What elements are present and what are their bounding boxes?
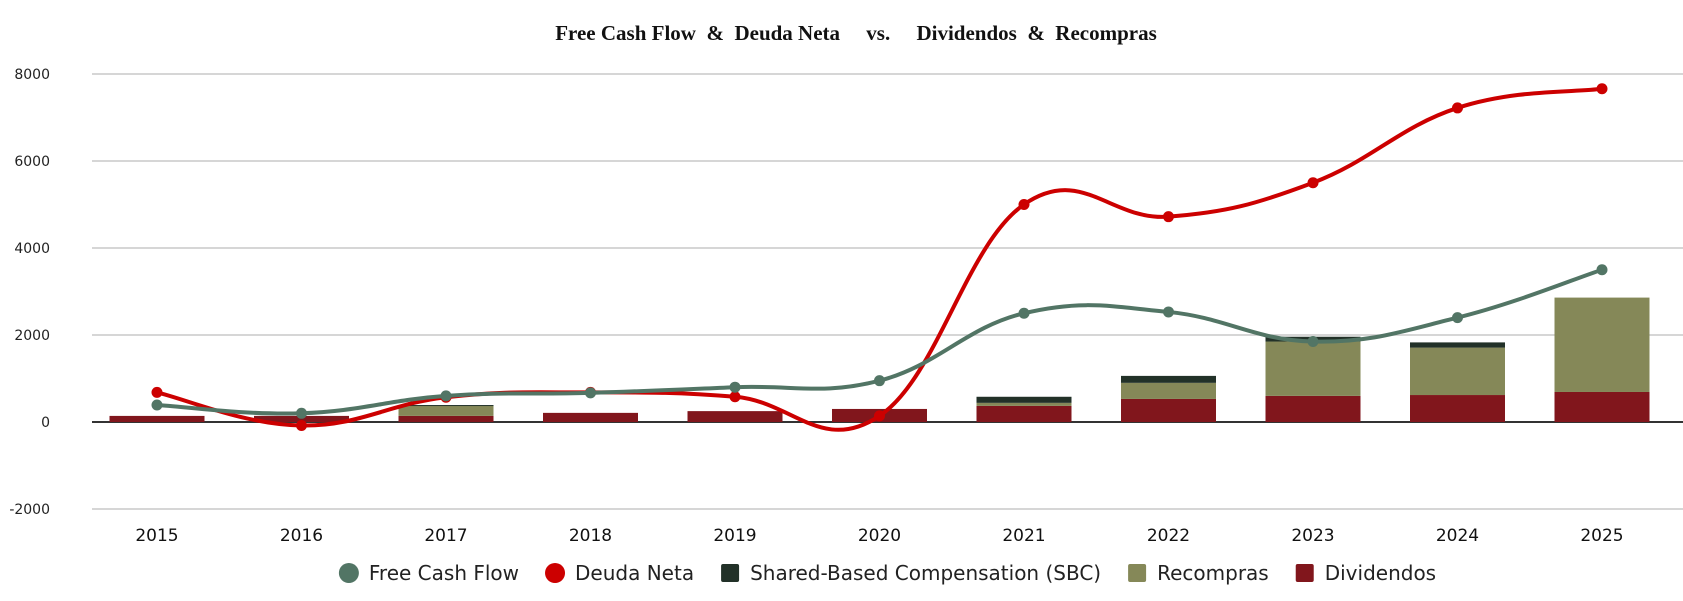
bar-recompras-2024: [1410, 347, 1505, 396]
point-free-cash-flow-2022: [1163, 306, 1174, 318]
legend-label: Free Cash Flow: [369, 561, 519, 585]
x-tick-label: 2023: [1291, 526, 1334, 546]
bar-dividendos-2016: [254, 415, 349, 422]
bar-shared-based-compensation-sbc-2022: [1121, 375, 1216, 383]
point-deuda-neta-2023: [1307, 177, 1319, 189]
legend-item-recompras: Recompras: [1128, 561, 1269, 585]
y-tick-label: 2000: [14, 328, 50, 344]
point-deuda-neta-2025: [1596, 83, 1608, 95]
bar-recompras-2021: [976, 402, 1072, 406]
x-tick-label: 2020: [858, 526, 901, 546]
x-tick-label: 2024: [1436, 526, 1479, 546]
legend-item-shared-based-compensation-sbc: Shared-Based Compensation (SBC): [721, 561, 1101, 585]
y-tick-label: 0: [41, 415, 50, 431]
legend-item-deuda-neta: Deuda Neta: [545, 561, 694, 585]
point-deuda-neta-2022: [1163, 211, 1174, 223]
line-free-cash-flow: [155, 267, 1604, 416]
bar-shared-based-compensation-sbc-2021: [976, 396, 1072, 403]
bar-shared-based-compensation-sbc-2017: [398, 405, 494, 407]
legend-marker-square-icon: [1295, 564, 1314, 582]
line-deuda-neta: [155, 86, 1604, 432]
point-free-cash-flow-2023: [1307, 336, 1319, 348]
x-tick-label: 2025: [1580, 526, 1623, 546]
legend-marker-circle-icon: [338, 563, 359, 583]
x-tick-label: 2017: [424, 526, 467, 546]
line-series: [151, 83, 1608, 432]
legend-marker-circle-icon: [545, 563, 566, 583]
bar-dividendos-2019: [687, 411, 783, 422]
x-tick-label: 2021: [1002, 526, 1045, 546]
point-free-cash-flow-2020: [874, 375, 885, 387]
point-free-cash-flow-2024: [1452, 312, 1463, 324]
legend-label: Recompras: [1157, 561, 1269, 585]
bar-recompras-2025: [1554, 297, 1650, 392]
bar-dividendos-2015: [109, 415, 205, 422]
bar-recompras-2017: [398, 405, 494, 416]
legend-label: Dividendos: [1325, 561, 1436, 585]
point-deuda-neta-2016: [296, 419, 307, 431]
x-tick-label: 2022: [1147, 526, 1190, 546]
point-deuda-neta-2021: [1018, 199, 1030, 210]
bar-shared-based-compensation-sbc-2024: [1410, 342, 1505, 348]
y-tick-label: 6000: [14, 154, 50, 170]
stacked-bars: [109, 297, 1650, 422]
point-deuda-neta-2024: [1452, 102, 1463, 114]
point-deuda-neta-2019: [729, 391, 741, 403]
bar-dividendos-2023: [1265, 395, 1361, 422]
bar-dividendos-2018: [543, 412, 638, 422]
bar-recompras-2023: [1265, 341, 1361, 396]
point-free-cash-flow-2021: [1018, 307, 1030, 319]
x-axis-ticks: 2015 2016 2017 2018 2019 2020 2021 2022 2023 2024…: [135, 526, 1623, 546]
bar-recompras-2022: [1121, 382, 1216, 399]
legend-marker-square-icon: [1128, 564, 1147, 582]
legend-item-free-cash-flow: Free Cash Flow: [338, 561, 519, 585]
legend: Free Cash Flow Deuda Neta Shared-Based Com…: [338, 561, 1436, 585]
bar-dividendos-2024: [1410, 395, 1505, 422]
bar-dividendos-2025: [1554, 391, 1650, 422]
bar-dividendos-2021: [976, 405, 1072, 422]
bar-dividendos-2022: [1121, 398, 1216, 422]
point-free-cash-flow-2015: [151, 399, 163, 411]
x-tick-label: 2015: [135, 526, 178, 546]
bar-dividendos-2017: [398, 415, 494, 422]
point-deuda-neta-2015: [151, 386, 163, 398]
legend-label: Deuda Neta: [575, 561, 694, 585]
x-tick-label: 2016: [280, 526, 323, 546]
y-tick-label: 4000: [14, 241, 50, 257]
legend-label: Shared-Based Compensation (SBC): [750, 561, 1101, 585]
point-free-cash-flow-2017: [440, 390, 452, 402]
point-free-cash-flow-2025: [1596, 264, 1608, 276]
y-axis-ticks: -2000 0 2000 4000 6000 8000: [9, 67, 50, 518]
point-free-cash-flow-2019: [729, 381, 741, 393]
x-tick-label: 2019: [713, 526, 756, 546]
point-free-cash-flow-2018: [585, 387, 596, 399]
gridlines: [92, 73, 1683, 510]
legend-item-dividendos: Dividendos: [1295, 561, 1436, 585]
y-tick-label: 8000: [14, 67, 50, 83]
point-deuda-neta-2020: [874, 410, 885, 422]
chart-title: Free Cash Flow & Deuda Neta vs. Dividend…: [555, 21, 1157, 45]
x-tick-label: 2018: [569, 526, 612, 546]
point-free-cash-flow-2016: [296, 407, 307, 419]
y-tick-label: -2000: [9, 502, 50, 518]
legend-marker-square-icon: [721, 564, 740, 582]
